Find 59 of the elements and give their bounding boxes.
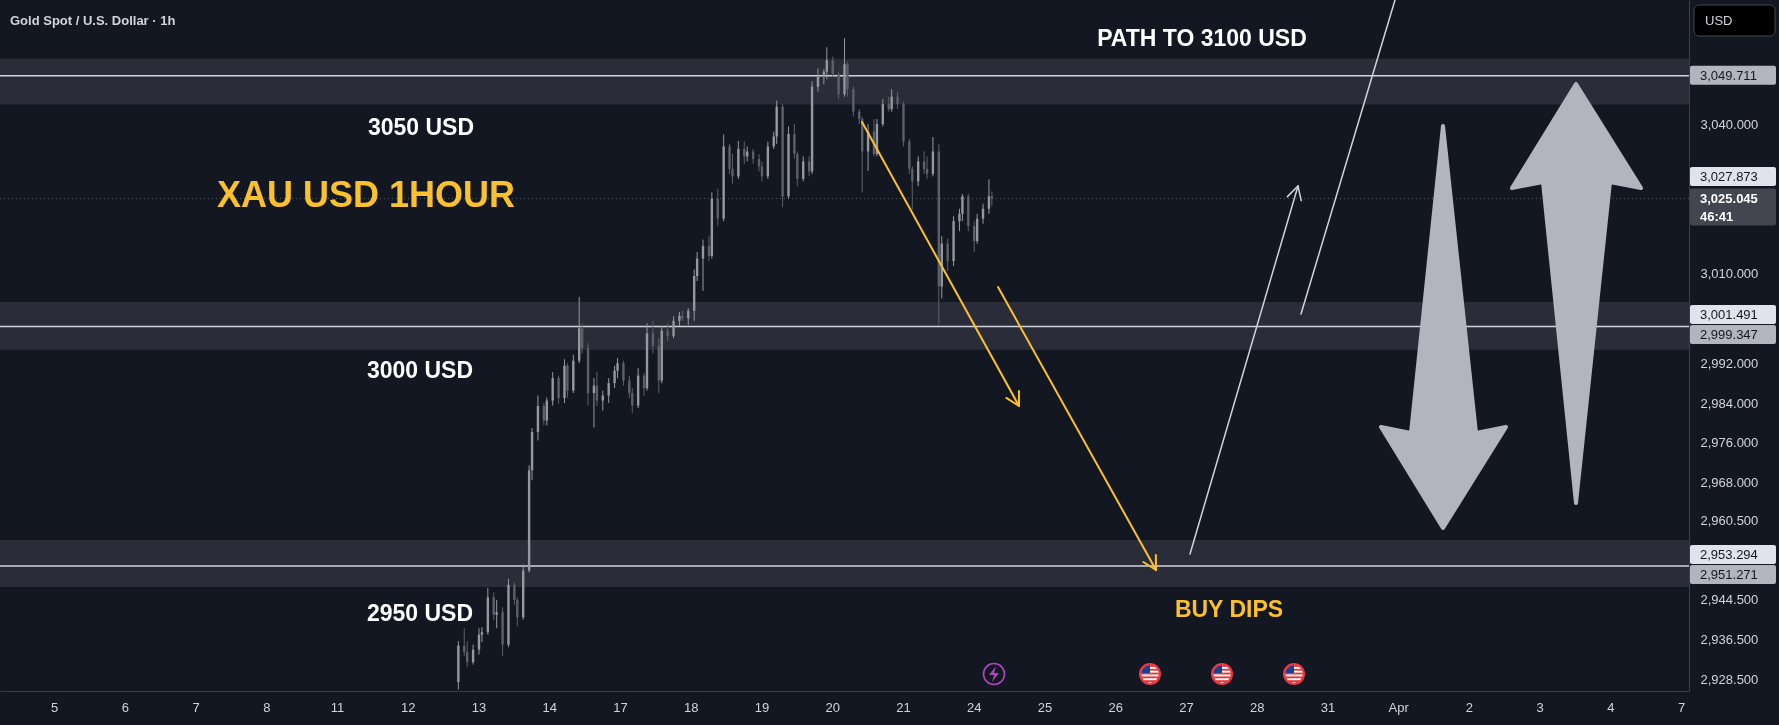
y-tick-label: 2,976.000 <box>1700 435 1759 451</box>
ref-line-label: 2,951.271 <box>1700 567 1758 582</box>
x-tick-label: 26 <box>1108 699 1123 715</box>
candlestick <box>837 71 840 100</box>
x-tick-label: 31 <box>1320 699 1336 715</box>
x-tick-label: 24 <box>966 699 982 715</box>
y-tick-label: 3,040.000 <box>1700 116 1759 132</box>
candlestick <box>990 190 994 207</box>
annotation: PATH TO 3100 USD <box>1097 25 1307 51</box>
y-tick-label: 2,936.500 <box>1700 632 1759 648</box>
x-tick-label: 2 <box>1465 699 1474 715</box>
x-tick-label: 6 <box>121 699 129 715</box>
x-tick-label: 17 <box>613 699 628 715</box>
y-tick-label: 2,928.500 <box>1700 672 1759 688</box>
text: 3,001.491 <box>1700 307 1758 322</box>
x-tick-label: 8 <box>263 699 271 715</box>
x-tick-label: 11 <box>330 699 345 715</box>
candlestick <box>672 315 675 339</box>
x-tick-label: 7 <box>1678 699 1686 715</box>
annotation: 2950 USD <box>366 600 474 626</box>
x-tick-label: 25 <box>1037 699 1053 715</box>
annotation: 3050 USD <box>367 114 475 140</box>
annotation: BUY DIPS <box>1174 596 1284 622</box>
y-tick-label: 3,010.000 <box>1700 266 1759 282</box>
x-tick-label: 27 <box>1179 699 1194 715</box>
candlestick <box>946 238 949 272</box>
text: Gold Spot / U.S. Dollar · 1h <box>10 13 176 28</box>
x-tick-label: 28 <box>1249 699 1265 715</box>
y-tick-label: 2,992.000 <box>1700 355 1759 371</box>
x-tick-label: 19 <box>754 699 770 715</box>
annotation: 3000 USD <box>366 357 474 383</box>
text: 2,953.294 <box>1700 547 1758 562</box>
y-tick-label: 2,968.000 <box>1700 475 1759 491</box>
candlestick <box>495 599 498 629</box>
candlestick <box>551 371 554 407</box>
text: 3,027.873 <box>1700 169 1758 184</box>
y-tick-label: 2,960.500 <box>1700 512 1759 528</box>
y-tick-label: 2,984.000 <box>1700 395 1759 411</box>
x-tick-label: 18 <box>683 699 699 715</box>
x-tick-label: Apr <box>1388 699 1410 715</box>
x-tick-label: 3 <box>1536 699 1544 715</box>
y-tick-label: 2,944.500 <box>1700 592 1759 608</box>
y-axis-title: USD <box>1705 13 1733 28</box>
candlestick <box>607 377 610 404</box>
x-tick-label: 13 <box>471 699 487 715</box>
ref-line-label: 3,025.045 46:41 <box>1700 190 1758 224</box>
candlestick <box>557 375 560 405</box>
annotation: XAU USD 1HOUR <box>217 174 516 215</box>
ref-line-label: 2,999.347 <box>1700 327 1758 342</box>
x-tick-label: 5 <box>50 699 59 715</box>
x-tick-label: 12 <box>401 699 416 715</box>
candlestick <box>622 360 625 387</box>
x-tick-label: 21 <box>896 699 911 715</box>
ref-line-label: 3,049.711 <box>1700 67 1757 83</box>
x-tick-label: 7 <box>192 699 200 715</box>
candlestick <box>852 86 855 118</box>
x-tick-label: 14 <box>542 699 557 715</box>
x-tick-label: 20 <box>825 699 840 715</box>
x-tick-label: 4 <box>1607 699 1615 715</box>
